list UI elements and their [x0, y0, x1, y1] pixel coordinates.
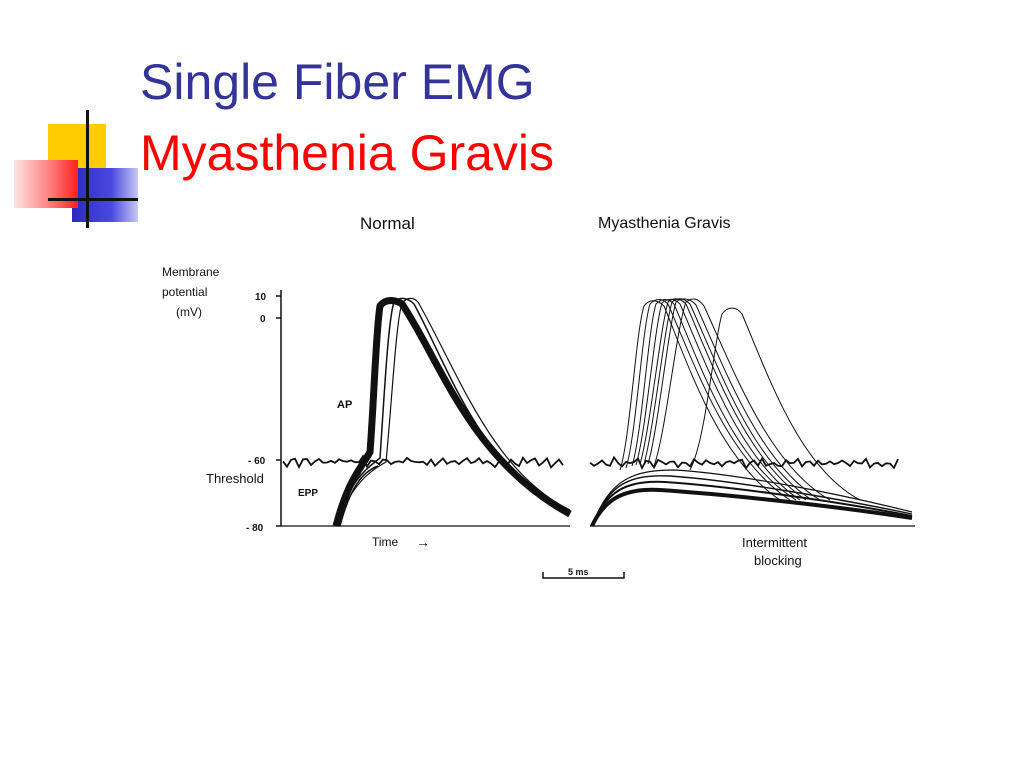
threshold-label: Threshold [206, 471, 264, 486]
panel-mg-title: Myasthenia Gravis [598, 215, 731, 232]
scale-bar [542, 572, 625, 579]
normal-ap-trace-2 [335, 297, 571, 527]
threshold-noise-mg [589, 455, 899, 470]
y-axis-label-line2: potential [162, 285, 207, 299]
normal-ap-trace-thick [332, 297, 572, 527]
y-tick-minus60: - 60 [248, 456, 266, 467]
mg-epp-trace-3 [591, 475, 913, 527]
threshold-noise-normal [282, 454, 564, 470]
mg-epp-trace-2 [591, 480, 913, 527]
slide-title-line1: Single Fiber EMG [140, 54, 535, 110]
y-tick-minus80: - 80 [246, 523, 264, 534]
mg-traces [590, 298, 913, 527]
scale-bar-label: 5 ms [568, 567, 589, 577]
mg-ap-trace-9 [689, 307, 861, 501]
y-tick-10: 10 [255, 292, 267, 303]
y-axis-label-line1: Membrane [162, 265, 220, 279]
deco-blue-square [72, 168, 138, 222]
deco-vertical-line [86, 110, 89, 228]
epp-label: EPP [298, 488, 318, 499]
blocking-label-line2: blocking [754, 553, 802, 568]
mg-ap-trace-4 [635, 298, 801, 501]
blocking-label-line1: Intermittent [742, 535, 807, 550]
mg-ap-trace-6 [643, 298, 813, 501]
normal-ap-trace-3 [335, 297, 571, 527]
normal-traces [332, 297, 572, 527]
y-tick-0: 0 [260, 314, 266, 325]
mg-epp-trace-4 [591, 469, 913, 527]
mg-ap-trace-7 [647, 298, 821, 501]
mg-ap-trace-8 [653, 298, 831, 501]
normal-epp-trace [339, 465, 379, 527]
slide-title-line2: Myasthenia Gravis [140, 125, 555, 181]
deco-horizontal-line [48, 198, 138, 201]
y-axis-label-line3: (mV) [176, 305, 202, 319]
mg-epp-trace-1 [590, 487, 913, 527]
time-label: Time [372, 535, 399, 549]
mg-ap-trace-3 [631, 299, 797, 501]
ap-label: AP [337, 399, 352, 411]
panel-normal-title: Normal [360, 214, 415, 233]
mg-ap-trace-2 [625, 299, 791, 501]
time-arrow: → [416, 534, 430, 550]
